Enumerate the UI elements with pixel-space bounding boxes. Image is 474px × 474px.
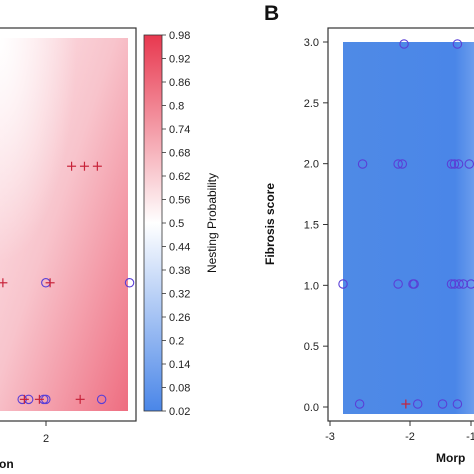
colorbar-tick-label: 0.32 [169, 289, 190, 301]
colorbar-title: Nesting Probability [205, 173, 219, 273]
colorbar-tick-label: 0.14 [169, 359, 190, 371]
panel-b-circle-point [466, 279, 474, 289]
panel-b-circle-point [399, 39, 409, 49]
panel-b-circle-point [338, 279, 348, 289]
colorbar-tick-label: 0.5 [169, 218, 184, 230]
panel-a-plus-point [45, 278, 55, 288]
panel-b-x-axis: -3 -2 -1 [325, 421, 474, 443]
panel-a-plus-point [0, 278, 8, 288]
panel-b-circle-point [357, 159, 368, 169]
panel-a-x-axis-title: on [0, 457, 14, 471]
panel-b-circle-point [409, 279, 419, 289]
panel-b-y-tick-label: 0.5 [304, 341, 319, 353]
panel-b-points [338, 39, 474, 409]
panel-b-circle-point [452, 399, 463, 409]
colorbar-tick-label: 0.74 [169, 124, 190, 136]
panel-a-x-tick-2: 2 [43, 433, 49, 445]
colorbar-ticks: 0.98 0.92 0.86 0.8 0.74 0.68 0.62 0.56 0.5 0.44 0.… [162, 30, 190, 418]
colorbar-tick-label: 0.38 [169, 265, 190, 277]
panel-b-plus-point [401, 399, 411, 409]
colorbar-tick-label: 0.44 [169, 242, 190, 254]
panel-a-plus-point [67, 161, 77, 171]
panel-b-y-tick-label: 2.5 [304, 98, 319, 110]
panel-b-circle-point [464, 159, 474, 169]
panel-a-circle-point [124, 278, 135, 288]
panel-a-plus-point [92, 161, 102, 171]
colorbar-tick-label: 0.02 [169, 406, 190, 418]
panel-b-y-tick-label: 3.0 [304, 37, 319, 49]
panel-b-x-tick-label: -3 [325, 431, 335, 443]
panel-a-plus-point [75, 394, 85, 404]
panel-a-plus-point [79, 161, 89, 171]
panel-b-y-tick-label: 1.5 [304, 220, 319, 232]
colorbar: 0.98 0.92 0.86 0.8 0.74 0.68 0.62 0.56 0.5 0.44 0.… [143, 30, 219, 418]
panel-a-plus-point [34, 394, 44, 404]
colorbar-tick-label: 0.8 [169, 101, 184, 113]
panel-b: B 0.0 0.5 1.0 1.5 2.0 2.5 3.0 -3 -2 -1 Fibrosis … [263, 2, 474, 465]
colorbar-tick-label: 0.62 [169, 171, 190, 183]
panel-b-circle-point [412, 399, 423, 409]
panel-b-circle-point [437, 399, 448, 409]
panel-a-points [0, 161, 135, 405]
panel-b-y-axis: 0.0 0.5 1.0 1.5 2.0 2.5 3.0 [304, 37, 328, 414]
panel-b-heatmap [343, 42, 474, 414]
panel-a-heatmap-glow [0, 38, 128, 411]
panel-b-y-tick-label: 0.0 [304, 402, 319, 414]
panel-b-circle-point [397, 159, 408, 169]
panel-b-circle-point [393, 279, 403, 289]
colorbar-tick-label: 0.08 [169, 383, 190, 395]
colorbar-tick-label: 0.92 [169, 54, 190, 66]
panel-b-circle-point [449, 159, 460, 169]
panel-a-circle-point [96, 394, 107, 405]
panel-b-letter: B [264, 2, 279, 25]
panel-b-circle-point [393, 159, 403, 169]
colorbar-gradient [144, 35, 162, 411]
panel-b-circle-point [446, 279, 457, 289]
colorbar-tick-label: 0.56 [169, 195, 190, 207]
panel-b-circle-point [453, 159, 464, 169]
panel-b-x-axis-title: Morp [436, 451, 465, 465]
panel-a-plus-point [19, 394, 29, 404]
panel-b-circle-point [454, 279, 464, 289]
panel-b-y-axis-title: Fibrosis score [263, 183, 277, 265]
panel-b-x-tick-label: -2 [405, 431, 415, 443]
colorbar-tick-label: 0.68 [169, 148, 190, 160]
panel-b-circle-point [354, 399, 365, 409]
colorbar-tick-label: 0.26 [169, 312, 190, 324]
panel-b-y-tick-label: 2.0 [304, 159, 319, 171]
panel-b-circle-point [452, 39, 463, 49]
panel-b-circle-point [458, 279, 469, 289]
panel-b-x-tick-label: -1 [466, 431, 474, 443]
colorbar-tick-label: 0.86 [169, 77, 190, 89]
colorbar-tick-label: 0.2 [169, 336, 184, 348]
colorbar-tick-label: 0.98 [169, 30, 190, 42]
panel-a: 2 on [0, 27, 137, 471]
panel-a-x-axis: 2 [43, 421, 49, 445]
panel-b-circle-point [446, 159, 457, 169]
panel-b-y-tick-label: 1.0 [304, 280, 319, 292]
